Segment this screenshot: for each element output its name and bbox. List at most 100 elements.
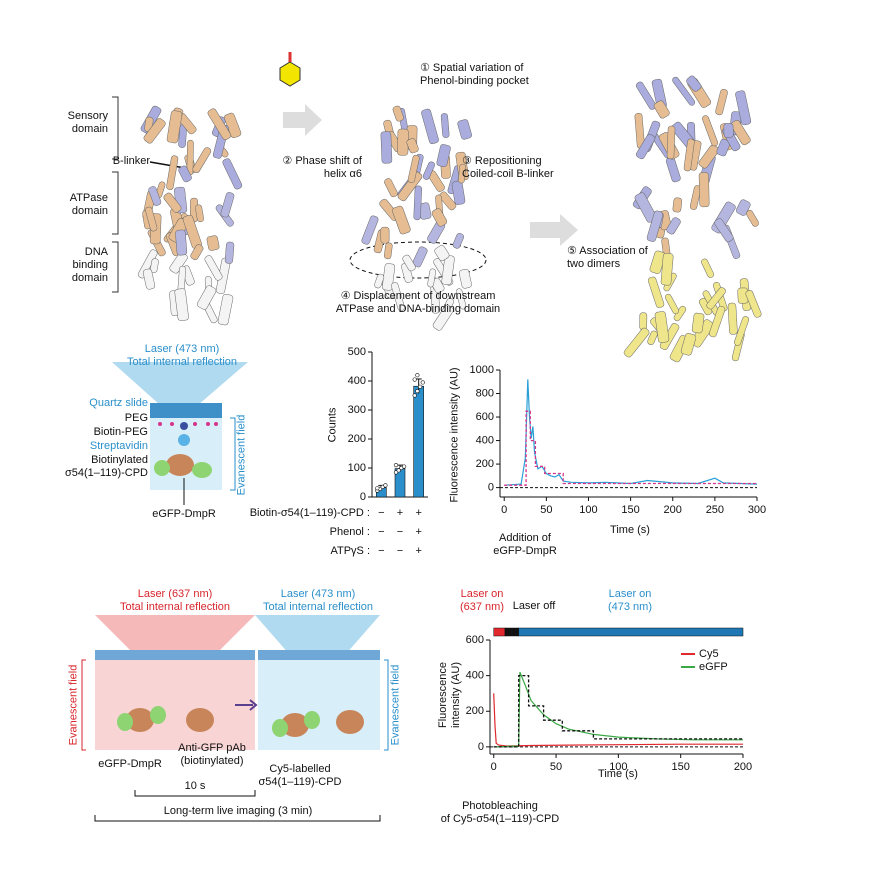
- note: ③ Repositioning Coiled-coil B-linker: [462, 155, 554, 180]
- helix: [683, 138, 695, 172]
- condition-sign: −: [397, 526, 403, 538]
- x-axis-label: Time (s): [610, 524, 650, 536]
- x-tick-label: 300: [748, 504, 766, 516]
- condition-label: Phenol :: [330, 526, 370, 538]
- helix: [708, 305, 726, 338]
- helix: [401, 262, 414, 283]
- helix: [412, 246, 428, 268]
- x-tick-label: 100: [579, 504, 597, 516]
- helix: [361, 215, 379, 245]
- layer-label: PEG: [124, 412, 148, 424]
- helix: [723, 123, 734, 138]
- helix: [666, 217, 681, 235]
- domain-label: ATPase domain: [69, 192, 108, 217]
- note: ④ Displacement of downstream ATPase and …: [335, 290, 501, 315]
- charts: 0100200300400500−−−+−−+++Biotin-σ54(1–11…: [250, 346, 766, 773]
- laser-beam: [112, 362, 248, 405]
- data-point: [420, 380, 425, 385]
- cy5-label: Cy5-labelled σ54(1–119)-CPD: [258, 763, 342, 788]
- x-tick-label: 0: [501, 504, 507, 516]
- series-line: [493, 671, 743, 748]
- layer-label: Streptavidin: [89, 440, 148, 452]
- egfp: [117, 706, 320, 737]
- helix: [397, 171, 423, 202]
- x-tick-label: 50: [550, 761, 562, 773]
- legend-label: Cy5: [699, 648, 719, 660]
- helix: [639, 312, 648, 331]
- helix: [734, 316, 750, 346]
- annotation: Photobleaching of Cy5-σ54(1–119)-CPD: [440, 800, 560, 825]
- field-label: Evanescent field: [389, 664, 402, 746]
- y-tick-label: 200: [348, 433, 366, 445]
- laser-label: Laser (473 nm) Total internal reflection: [126, 343, 238, 368]
- egfp: [154, 460, 170, 476]
- evanescent-field: [150, 418, 222, 490]
- peg: [158, 422, 218, 426]
- legend-label: eGFP: [699, 661, 728, 673]
- laser-label: Laser (637 nm) Total internal reflection: [119, 588, 231, 613]
- helix: [672, 76, 696, 106]
- helix: [647, 276, 665, 308]
- arrow-head: [249, 699, 258, 711]
- condition-sign: +: [397, 507, 403, 519]
- data-point: [412, 393, 417, 398]
- protein-label: eGFP-DmpR: [152, 508, 216, 520]
- helix: [716, 138, 731, 157]
- helix: [701, 258, 714, 278]
- pointer: [149, 161, 186, 169]
- y-tick-label: 200: [466, 705, 484, 717]
- dmpr: [166, 454, 194, 476]
- helix: [406, 138, 419, 154]
- condition-sign: −: [378, 545, 384, 557]
- x-tick-label: 50: [540, 504, 552, 516]
- helix: [646, 210, 664, 242]
- y-axis-label: Fluorescence intensity (AU): [448, 367, 461, 503]
- laser-bar-label: Laser on (637 nm): [459, 588, 505, 613]
- helix: [431, 208, 448, 227]
- helix: [434, 245, 450, 262]
- laser-bar-label: Laser off: [512, 600, 556, 612]
- data-point: [393, 463, 399, 468]
- helix: [197, 285, 217, 310]
- field-label: Evanescent field: [235, 414, 248, 496]
- phenol-icon: [279, 61, 301, 87]
- y-tick-label: 600: [466, 634, 484, 646]
- helix: [392, 105, 404, 122]
- helix: [647, 330, 658, 345]
- x-tick-label: 150: [621, 504, 639, 516]
- data-point: [375, 486, 380, 491]
- annotation: Addition of eGFP-DmpR: [493, 532, 557, 557]
- helix: [745, 290, 762, 318]
- y-tick-label: 500: [348, 346, 366, 358]
- helix: [204, 255, 223, 281]
- helix: [224, 241, 235, 264]
- bar: [413, 385, 424, 498]
- helix: [727, 302, 738, 335]
- helix: [142, 268, 156, 290]
- laser-beam: [255, 615, 380, 655]
- helix: [195, 204, 204, 223]
- note: ② Phase shift of helix α6: [282, 155, 362, 180]
- helix: [660, 252, 674, 286]
- y-tick-label: 800: [476, 387, 494, 399]
- helix: [689, 185, 702, 210]
- series-line: [493, 674, 743, 748]
- x-tick-label: 0: [491, 761, 497, 773]
- helix: [441, 255, 455, 286]
- helix: [715, 88, 728, 116]
- helix: [432, 304, 454, 331]
- data-point: [412, 377, 417, 382]
- timeline-bracket: [94, 790, 381, 822]
- helix: [380, 131, 393, 164]
- helix: [440, 113, 450, 138]
- brackets: [112, 96, 119, 293]
- helix: [392, 205, 411, 235]
- helix: [636, 134, 656, 160]
- data-point: [417, 384, 423, 389]
- interval-label: 10 s: [184, 780, 206, 792]
- helix: [452, 233, 465, 249]
- condition-sign: +: [415, 545, 421, 557]
- helix: [458, 163, 466, 184]
- helix: [217, 293, 234, 326]
